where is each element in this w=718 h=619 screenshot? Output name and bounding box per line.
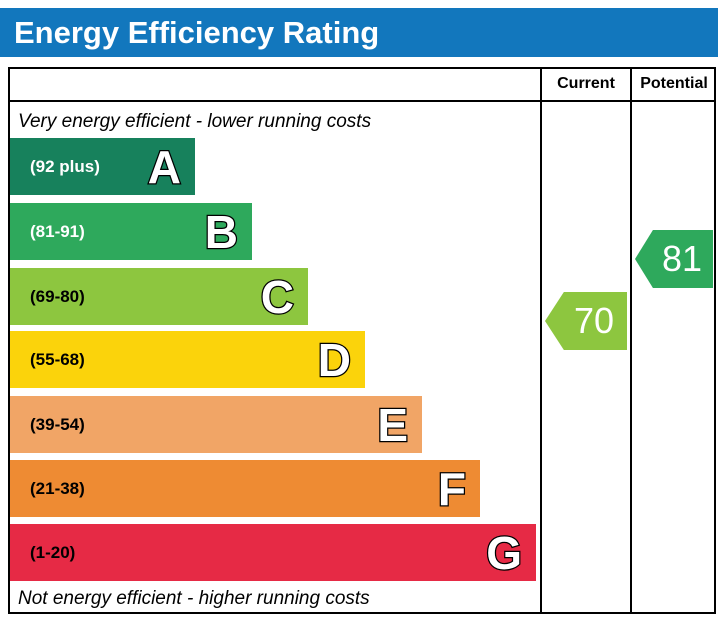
column-header-current: Current — [557, 75, 615, 92]
potential-rating-arrow: 81 — [635, 230, 713, 288]
band-range-label: (39-54) — [30, 415, 85, 434]
potential-rating-value: 81 — [661, 238, 703, 279]
band-letter: A — [147, 140, 183, 195]
band-letter: C — [260, 270, 296, 325]
page-title: Energy Efficiency Rating — [14, 14, 380, 50]
band-range-label: (69-80) — [30, 287, 85, 306]
band-letter: G — [485, 526, 523, 581]
column-divider-current — [540, 67, 542, 614]
column-divider-potential — [630, 67, 632, 614]
band-letter: D — [317, 333, 353, 388]
top-note: Very energy efficient - lower running co… — [18, 111, 372, 132]
band-letter: F — [437, 462, 468, 517]
band-letter: E — [376, 398, 409, 453]
title-bar: Energy Efficiency Rating — [0, 8, 718, 57]
header-underline — [8, 100, 716, 102]
band-a: (92 plus) A — [10, 138, 195, 195]
band-letter: B — [204, 205, 240, 260]
band-range-label: (21-38) — [30, 479, 85, 498]
current-rating-arrow: 70 — [545, 292, 627, 350]
band-range-label: (55-68) — [30, 350, 85, 369]
bottom-note: Not energy efficient - higher running co… — [18, 588, 370, 609]
band-g: (1-20) G — [10, 524, 536, 581]
band-d: (55-68) D — [10, 331, 365, 388]
band-c: (69-80) C — [10, 268, 308, 325]
band-range-label: (92 plus) — [30, 157, 100, 176]
column-header-potential: Potential — [640, 75, 708, 92]
current-rating-value: 70 — [573, 300, 615, 341]
band-range-label: (1-20) — [30, 543, 76, 562]
band-f: (21-38) F — [10, 460, 480, 517]
band-b: (81-91) B — [10, 203, 252, 260]
band-e: (39-54) E — [10, 396, 422, 453]
band-range-label: (81-91) — [30, 222, 85, 241]
